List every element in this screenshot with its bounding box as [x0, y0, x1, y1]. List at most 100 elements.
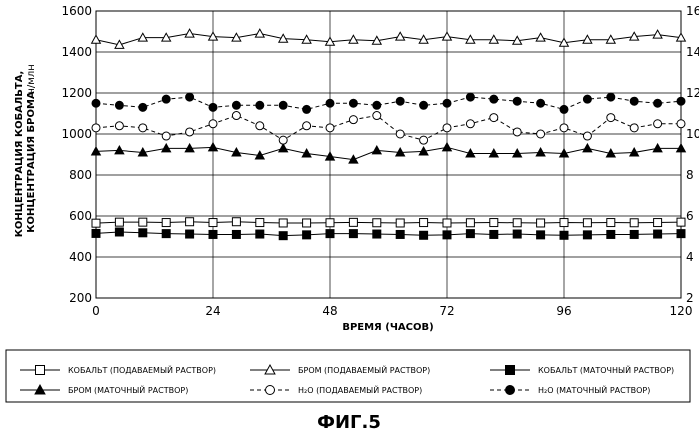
x-tick-label: 48 [322, 304, 337, 318]
data-point [630, 219, 638, 227]
legend-item-3: КОБАЛЬТ (МАТОЧНЫЙ РАСТВОР) [490, 364, 674, 375]
data-point [279, 144, 288, 152]
series-5 [92, 112, 685, 145]
data-point [420, 101, 428, 109]
plot-frame [96, 11, 681, 298]
data-point [162, 230, 170, 238]
data-point [279, 219, 287, 227]
data-point [349, 99, 357, 107]
data-point [583, 95, 591, 103]
legend-marker [266, 386, 275, 395]
data-point [396, 32, 405, 40]
data-point [186, 230, 194, 238]
data-point [466, 230, 474, 238]
data-point [139, 124, 147, 132]
data-point [232, 230, 240, 238]
data-point [443, 143, 452, 151]
data-point [326, 230, 334, 238]
data-point [373, 230, 381, 238]
data-point [677, 120, 685, 128]
data-point [654, 120, 662, 128]
data-point [303, 219, 311, 227]
data-point [490, 219, 498, 227]
x-tick-label: 120 [670, 304, 693, 318]
legend-label: КОБАЛЬТ (ПОДАВАЕМЫЙ РАСТВОР) [68, 364, 216, 375]
data-point [466, 93, 474, 101]
y-tick-label-left: 1600 [61, 4, 92, 18]
y-tick-label-right: 8 [686, 168, 694, 182]
x-tick-label: 72 [439, 304, 454, 318]
data-point [443, 99, 451, 107]
data-point [256, 101, 264, 109]
y-tick-label-left: 600 [69, 209, 92, 223]
grid [96, 11, 681, 298]
data-point [326, 219, 334, 227]
data-point [536, 148, 545, 156]
data-point [677, 230, 685, 238]
data-point [92, 35, 101, 43]
data-point [396, 230, 404, 238]
data-point [185, 29, 194, 37]
data-point [372, 146, 381, 154]
data-point [139, 103, 147, 111]
data-point [349, 218, 357, 226]
data-point [583, 231, 591, 239]
data-point [92, 99, 100, 107]
series-line [96, 34, 681, 45]
data-point [186, 128, 194, 136]
data-point [537, 130, 545, 138]
data-point [396, 219, 404, 227]
y-tick-label-left: 800 [69, 168, 92, 182]
data-point [420, 219, 428, 227]
data-point [443, 231, 451, 239]
legend-item-6: H₂O (МАТОЧНЫЙ РАСТВОР) [490, 384, 650, 395]
data-point [373, 112, 381, 120]
legend-item-4: БРОМ (МАТОЧНЫЙ РАСТВОР) [20, 384, 188, 395]
x-tick-label: 24 [205, 304, 220, 318]
legend-marker [506, 386, 515, 395]
legend-item-2: БРОМ (ПОДАВАЕМЫЙ РАСТВОР) [250, 364, 430, 375]
series-line [96, 147, 681, 159]
y-tick-label-right: 12 [686, 86, 699, 100]
data-point [536, 33, 545, 41]
y-axis-title-left: КОНЦЕНТРАЦИЯ КОБАЛЬТА, КОНЦЕНТРАЦИЯ БРОМ… [14, 64, 37, 237]
data-point [139, 218, 147, 226]
legend-item-5: H₂O (ПОДАВАЕМЫЙ РАСТВОР) [250, 384, 422, 395]
data-point [115, 101, 123, 109]
legend-label: H₂O (ПОДАВАЕМЫЙ РАСТВОР) [298, 384, 422, 395]
data-point [139, 229, 147, 237]
legend-label: БРОМ (ПОДАВАЕМЫЙ РАСТВОР) [298, 364, 430, 375]
data-point [654, 219, 662, 227]
y-tick-label-left: 400 [69, 250, 92, 264]
data-point [373, 219, 381, 227]
data-point [92, 124, 100, 132]
data-point [256, 230, 264, 238]
series-layer [92, 29, 686, 240]
data-point [396, 97, 404, 105]
data-point [349, 116, 357, 124]
data-point [466, 120, 474, 128]
data-point [279, 232, 287, 240]
legend-label: H₂O (МАТОЧНЫЙ РАСТВОР) [538, 384, 650, 395]
data-point [490, 114, 498, 122]
y-tick-label-right: 16 [686, 4, 699, 18]
y-tick-label-right: 14 [686, 45, 699, 59]
x-tick-label: 0 [92, 304, 100, 318]
data-point [255, 29, 264, 37]
legend: КОБАЛЬТ (ПОДАВАЕМЫЙ РАСТВОР) БРОМ (ПОДАВА… [20, 364, 674, 395]
data-point [630, 230, 638, 238]
data-point [607, 230, 615, 238]
y-tick-label-right: 10 [686, 127, 699, 141]
data-point [466, 219, 474, 227]
data-point [349, 35, 358, 43]
y-axis-title-line-2: КОНЦЕНТРАЦИЯ БРОМА [26, 91, 37, 233]
data-point [349, 230, 357, 238]
data-point [630, 124, 638, 132]
data-point [279, 136, 287, 144]
data-point [232, 112, 240, 120]
data-point [490, 95, 498, 103]
y-tick-label-left: 200 [69, 291, 92, 305]
data-point [115, 122, 123, 130]
data-point [583, 132, 591, 140]
data-point [209, 143, 218, 151]
